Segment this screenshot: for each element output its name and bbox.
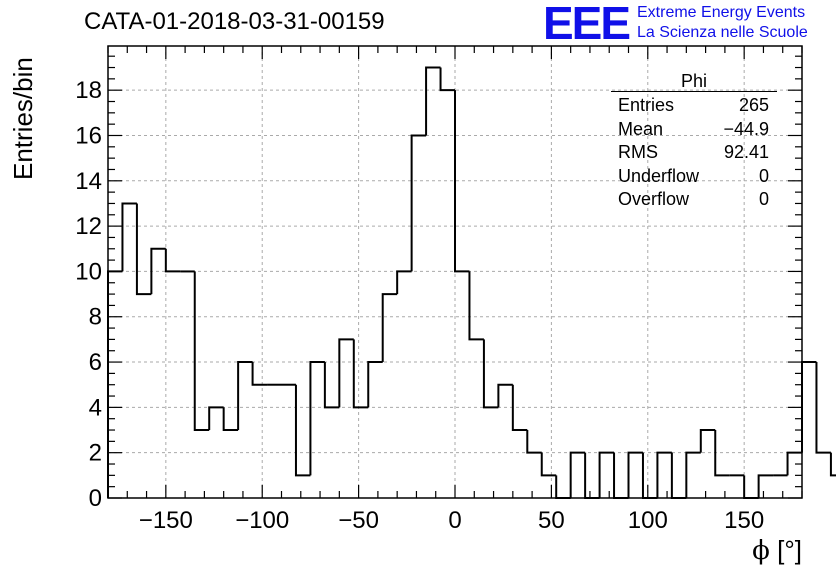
- x-axis-unit: [°]: [777, 535, 802, 565]
- histogram-bin: [323, 362, 340, 409]
- histogram-bin: [526, 430, 542, 454]
- x-tick-label: 50: [538, 507, 565, 534]
- histogram-bin: [743, 475, 759, 499]
- stats-row-underflow: Underflow 0: [611, 165, 777, 189]
- stats-value: 0: [758, 189, 769, 209]
- histogram-bin: [410, 134, 427, 272]
- stats-label: Overflow: [618, 189, 690, 209]
- histogram-bin: [135, 203, 152, 296]
- eee-logo-line1: Extreme Energy Events: [637, 4, 806, 21]
- histogram-bin: [699, 429, 716, 453]
- histogram-bin: [584, 452, 600, 499]
- stats-label: Underflow: [618, 165, 700, 186]
- histogram-bin: [815, 362, 831, 454]
- y-tick-label: 10: [75, 258, 102, 285]
- histogram-bin: [454, 90, 470, 273]
- histogram-bin: [352, 339, 369, 409]
- histogram-bin: [121, 202, 137, 272]
- histogram-bin: [237, 361, 253, 431]
- histogram-bin: [164, 248, 181, 273]
- histogram-bin: [569, 451, 586, 498]
- stats-row-rms: RMS 92.41: [611, 141, 777, 165]
- histogram-bin: [425, 66, 441, 136]
- histogram-bin: [641, 452, 658, 499]
- x-tick-label: 100: [628, 507, 668, 534]
- histogram-bin: [757, 474, 774, 498]
- chart-title: CATA-01-2018-03-31-00159: [84, 8, 385, 35]
- histogram-bin: [627, 451, 643, 498]
- x-axis-label: ϕ [°]: [752, 535, 802, 566]
- x-tick-label: 0: [448, 507, 461, 534]
- phi-symbol: ϕ: [752, 536, 770, 566]
- histogram-bin: [208, 406, 224, 431]
- stats-row-overflow: Overflow 0: [611, 188, 777, 212]
- stats-value: −44.9: [723, 118, 769, 139]
- histogram-bin: [381, 293, 398, 363]
- histogram-bin: [396, 270, 412, 295]
- stats-title: Phi: [611, 72, 777, 92]
- y-tick-label: 4: [89, 394, 102, 421]
- histogram-bin: [439, 67, 455, 92]
- y-tick-label: 2: [89, 440, 102, 467]
- histogram-bin: [801, 361, 817, 453]
- histogram-bin: [511, 384, 528, 432]
- histogram-bin: [251, 362, 268, 386]
- y-axis-label: Entries/bin: [8, 57, 38, 180]
- stats-label: Entries: [618, 95, 675, 115]
- x-tick-label: −100: [235, 507, 289, 534]
- histogram-bin: [222, 407, 239, 432]
- histogram-bin: [482, 339, 499, 409]
- stats-value: 0: [758, 165, 769, 186]
- histogram-bin: [338, 338, 354, 408]
- histogram-bin: [829, 452, 836, 477]
- histogram-bin: [367, 361, 383, 408]
- axis-ticks: [107, 46, 803, 499]
- histogram-bin: [294, 384, 311, 477]
- y-tick-label: 14: [75, 168, 102, 195]
- stats-value: 265: [738, 95, 769, 115]
- stats-box: Phi Entries 265 Mean −44.9 RMS 92.41 Und…: [611, 72, 777, 212]
- tick-labels: −150 −100 −50 0 50 100 150 0 2 4 6 8 10 12 14 16 18: [75, 77, 764, 534]
- histogram-bin: [656, 451, 672, 498]
- histogram-bin: [685, 451, 701, 498]
- stats-row-mean: Mean −44.9: [611, 118, 777, 142]
- histogram-bin: [555, 475, 571, 499]
- y-tick-label: 16: [75, 122, 102, 149]
- histogram-bin: [468, 271, 484, 341]
- y-tick-label: 8: [89, 304, 102, 331]
- histogram-bin: [670, 452, 687, 499]
- x-tick-label: 150: [724, 507, 764, 534]
- x-tick-label: −150: [139, 507, 193, 534]
- x-tick-label: −50: [338, 507, 379, 534]
- histogram-bin: [613, 452, 629, 499]
- eee-logo-mark: EEE: [543, 0, 631, 49]
- histogram-bin: [497, 383, 513, 408]
- eee-logo-line2: La Scienza nelle Scuole: [637, 24, 808, 41]
- y-tick-label: 12: [75, 213, 102, 240]
- stats-label: RMS: [618, 142, 658, 162]
- y-tick-label: 18: [75, 77, 102, 104]
- stats-value: 92.41: [723, 142, 769, 162]
- histogram-bin: [193, 271, 210, 432]
- stats-row-entries: Entries 265: [611, 94, 777, 118]
- y-tick-label: 0: [89, 485, 102, 512]
- histogram-bin: [309, 361, 325, 476]
- histogram-bin: [714, 430, 730, 477]
- stats-label: Mean: [618, 118, 664, 139]
- histogram-bin: [598, 451, 615, 498]
- histogram-bin: [540, 452, 557, 477]
- y-tick-label: 6: [89, 349, 102, 376]
- histogram-bin: [150, 247, 166, 295]
